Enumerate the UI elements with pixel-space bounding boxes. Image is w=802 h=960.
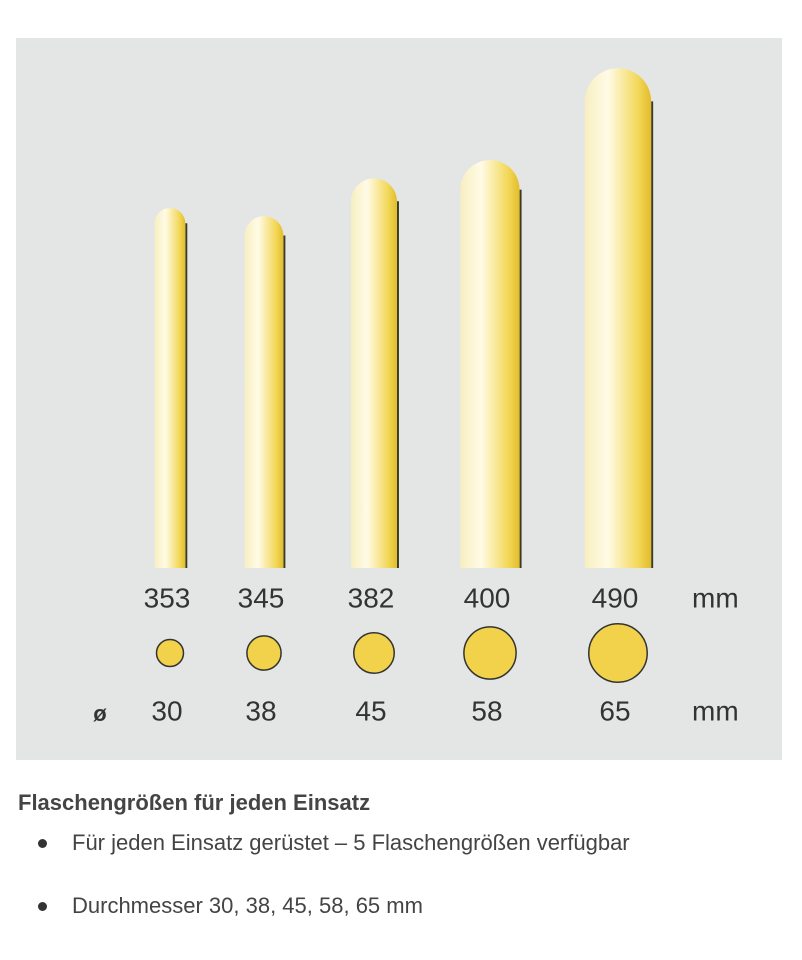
bottle [584, 68, 652, 568]
diameter-unit: mm [692, 695, 739, 726]
height-unit: mm [692, 582, 739, 613]
bullet: Durchmesser 30, 38, 45, 58, 65 mm [0, 889, 800, 952]
diameter-label: 30 [151, 695, 182, 726]
diameter-circle [246, 635, 282, 671]
height-label: 353 [144, 582, 191, 613]
height-label: 490 [592, 582, 639, 613]
bottle [244, 216, 284, 568]
bottle [351, 178, 397, 569]
diameter-label: 45 [355, 695, 386, 726]
bottle [154, 207, 186, 568]
height-label: 400 [464, 582, 511, 613]
diameter-circle [588, 623, 648, 683]
panel [16, 38, 782, 760]
heading: Flaschengrößen für jeden Einsatz [18, 790, 371, 815]
diameter-symbol: ø [93, 701, 107, 726]
diameter-label: 38 [245, 695, 276, 726]
bullet: Für jeden Einsatz gerüstet – 5 Flascheng… [0, 826, 800, 889]
diameter-circle [155, 638, 185, 668]
bullet-list: Für jeden Einsatz gerüstet – 5 Flascheng… [0, 826, 800, 952]
diameter-label: 65 [599, 695, 630, 726]
bottle [460, 160, 520, 569]
diameter-circle [463, 626, 517, 680]
diameter-label: 58 [471, 695, 502, 726]
figure: mm ø mm 353 30 345 38 382 45 400 58 490 65 [16, 38, 782, 760]
diameter-circle [353, 632, 395, 674]
height-label: 345 [238, 582, 285, 613]
height-label: 382 [348, 582, 395, 613]
